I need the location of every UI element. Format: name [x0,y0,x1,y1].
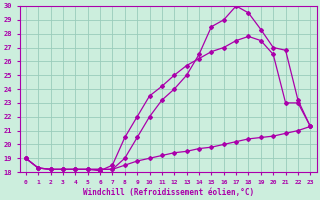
X-axis label: Windchill (Refroidissement éolien,°C): Windchill (Refroidissement éolien,°C) [83,188,254,197]
